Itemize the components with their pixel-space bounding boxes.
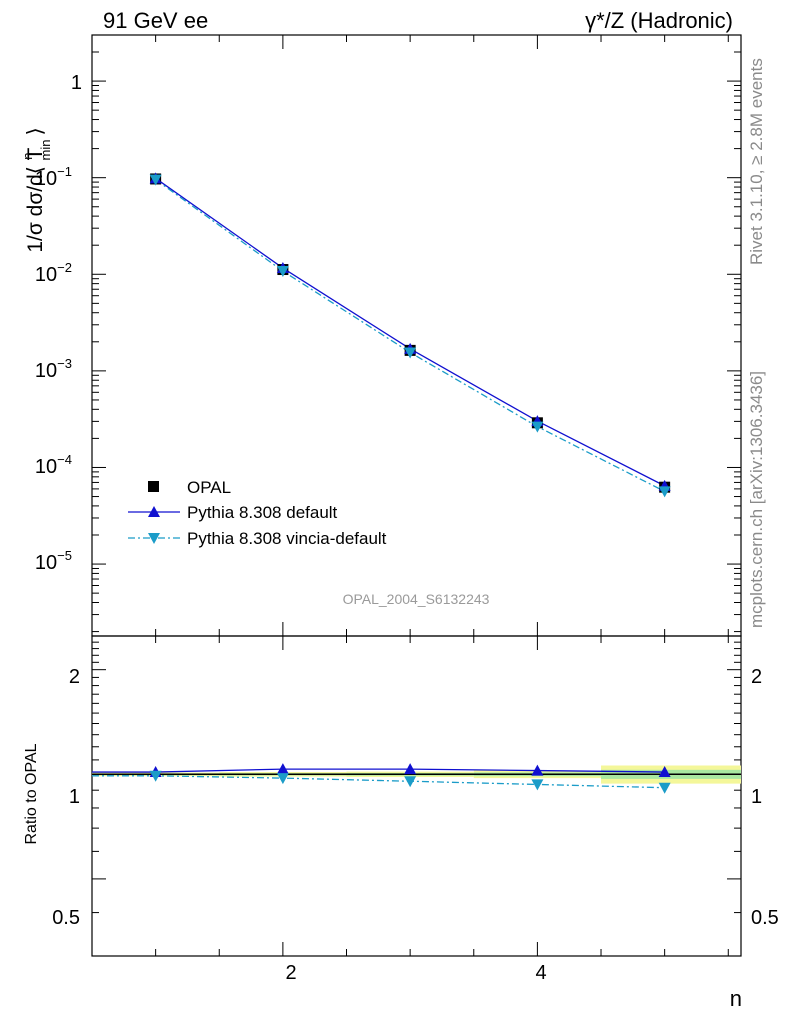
analysis-watermark: OPAL_2004_S6132243: [343, 591, 490, 607]
legend-marker-pythia-vincia: [148, 533, 160, 544]
xtick-label-4: 4: [535, 962, 546, 984]
ratio-series-line-pythia-default: [92, 768, 665, 773]
legend-marker-opal: [148, 481, 159, 492]
xtick-label-2: 2: [285, 962, 296, 984]
main-ytick-label-6: 10−5: [35, 548, 72, 574]
ratio-ytick-right-2: 2: [751, 666, 762, 688]
main-ytick-label-2: 10−1: [35, 164, 72, 190]
ratio-point-pythia-default: [658, 766, 671, 778]
main-point-pythia-vincia: [531, 421, 544, 433]
header-left: 91 GeV ee: [103, 8, 208, 33]
ratio-point-pythia-default: [404, 763, 417, 775]
x-tick-labels: 2 4: [285, 962, 546, 984]
header-right: γ*/Z (Hadronic): [585, 8, 733, 33]
ratio-ytick-right-05: 0.5: [751, 907, 779, 929]
ratio-point-pythia-vincia: [531, 779, 544, 791]
main-y-tick-labels: 1 10−1 10−2 10−3 10−4 10−5: [35, 72, 82, 574]
main-ytick-label-4: 10−3: [35, 356, 72, 382]
ratio-point-pythia-vincia: [276, 773, 289, 785]
legend-label-pythia-vincia: Pythia 8.308 vincia-default: [187, 529, 387, 548]
ylabel-main-sub: min: [38, 140, 53, 161]
x-axis-label: n: [730, 986, 742, 1011]
main-series-line-pythia-default: [155, 177, 665, 487]
uncertainty-band-layer: [92, 765, 741, 784]
main-point-pythia-vincia: [149, 174, 162, 186]
legend: OPAL Pythia 8.308 default Pythia 8.308 v…: [128, 478, 387, 548]
ratio-ytick-left-1: 1: [69, 786, 80, 808]
legend-label-opal: OPAL: [187, 478, 231, 497]
ratio-point-pythia-vincia: [149, 770, 162, 782]
main-point-pythia-vincia: [404, 347, 417, 359]
ticks-layer: [92, 34, 741, 957]
ratio-ytick-right-1: 1: [751, 786, 762, 808]
ratio-point-pythia-vincia: [404, 776, 417, 788]
main-series-line-pythia-vincia: [155, 179, 665, 492]
series-layer: [92, 172, 671, 794]
ratio-point-pythia-vincia: [658, 782, 671, 794]
ratio-ytick-left-05: 0.5: [52, 907, 80, 929]
ratio-plot-frame: [91, 635, 742, 957]
ratio-point-pythia-default: [276, 763, 289, 775]
ratio-y-tick-labels: 2 1 0.5 2 1 0.5: [52, 666, 779, 929]
ylabel-main-sup: n: [20, 152, 35, 159]
main-y-axis-label: 1/σ dσ/d⟨ Tn min ⟩: [20, 127, 53, 252]
main-ytick-label-5: 10−4: [35, 452, 72, 478]
main-point-pythia-vincia: [658, 486, 671, 498]
ratio-ytick-left-2: 2: [69, 666, 80, 688]
main-point-pythia-vincia: [276, 266, 289, 278]
legend-marker-pythia-default: [148, 506, 160, 517]
ylabel-main-close: ⟩: [24, 127, 47, 135]
legend-label-pythia-default: Pythia 8.308 default: [187, 503, 338, 522]
ratio-point-pythia-default: [531, 764, 544, 776]
ratio-y-axis-label: Ratio to OPAL: [23, 743, 40, 844]
side-text-top: Rivet 3.1.10, ≥ 2.8M events: [747, 58, 766, 265]
side-text-bottom: mcplots.cern.ch [arXiv:1306.3436]: [747, 371, 766, 628]
main-ytick-label-3: 10−2: [35, 260, 72, 286]
ratio-series-line-pythia-vincia: [92, 775, 665, 789]
main-ytick-label-1: 1: [71, 72, 82, 94]
ylabel-main-text: 1/σ dσ/d⟨ T: [24, 148, 47, 253]
